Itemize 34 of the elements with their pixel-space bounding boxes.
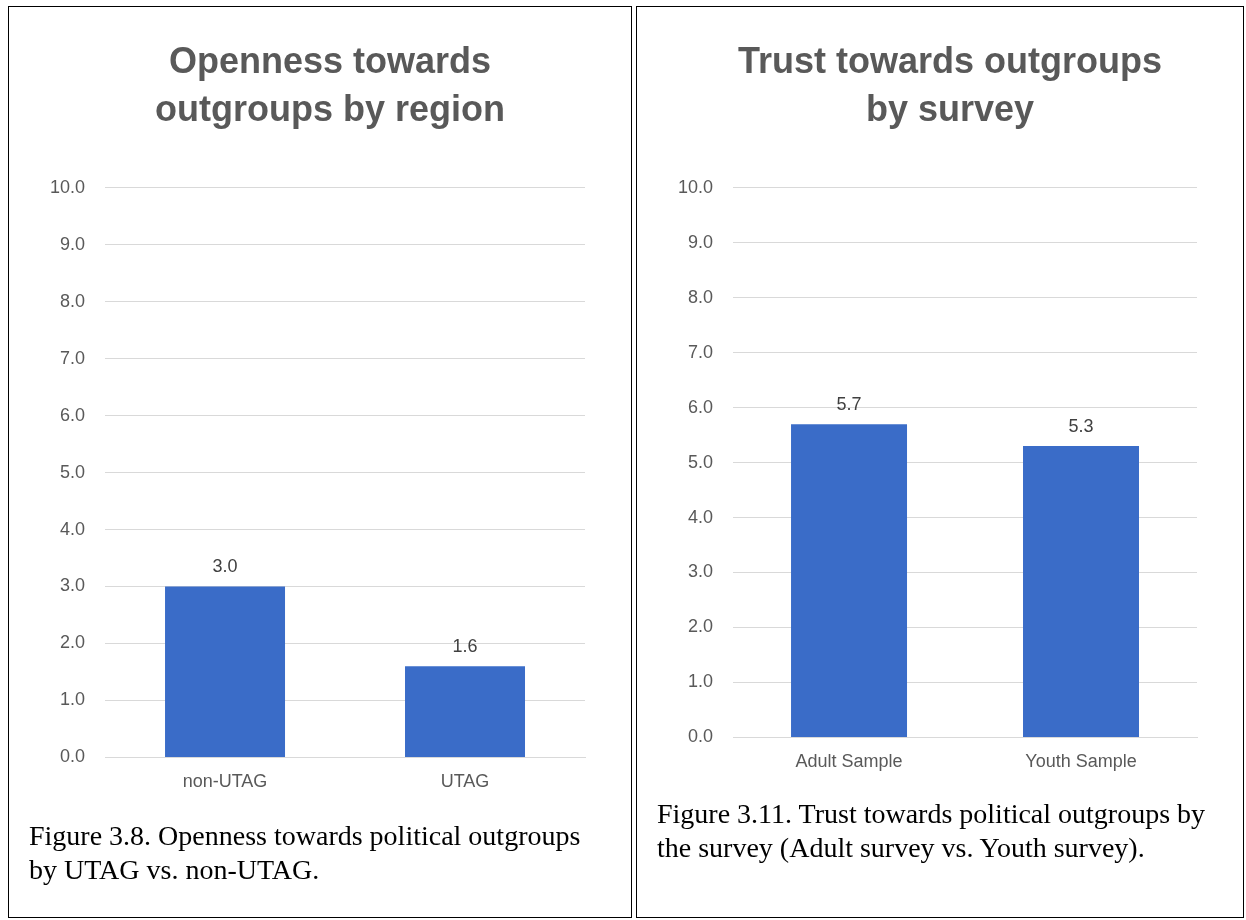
- y-tick-label: 3.0: [688, 561, 714, 582]
- y-tick-label: 0.0: [688, 726, 714, 747]
- y-tick-label: 6.0: [688, 396, 714, 417]
- y-tick-label: 2.0: [688, 616, 714, 637]
- y-tick-label: 1.0: [688, 671, 714, 692]
- y-tick-label: 4.0: [688, 506, 714, 527]
- y-tick-label: 10.0: [49, 176, 86, 197]
- y-tick-label: 5.0: [60, 461, 86, 482]
- x-tick-label: Adult Sample: [795, 751, 903, 772]
- y-tick-label: 4.0: [60, 518, 86, 539]
- y-tick-label: 3.0: [60, 575, 86, 596]
- y-tick-label: 0.0: [60, 746, 86, 767]
- caption: Figure 3.11. Trust towards political outgroups by the survey (Adult survey vs. Youth survey).: [657, 797, 1207, 865]
- data-label: 3.0: [212, 556, 238, 577]
- x-tick-label: Youth Sample: [1025, 751, 1137, 772]
- y-tick-label: 8.0: [688, 286, 714, 307]
- y-tick-label: 5.0: [688, 451, 714, 472]
- data-label: 5.7: [836, 394, 862, 415]
- y-tick-label: 2.0: [60, 632, 86, 653]
- chart-title: Trust towards outgroups by survey: [737, 39, 1163, 131]
- y-tick-label: 1.0: [60, 689, 86, 710]
- y-tick-label: 9.0: [688, 231, 714, 252]
- x-tick-label: UTAG: [440, 771, 490, 792]
- y-tick-label: 6.0: [60, 404, 86, 425]
- y-tick-label: 9.0: [60, 233, 86, 254]
- y-tick-label: 8.0: [60, 290, 86, 311]
- data-label: 5.3: [1068, 416, 1094, 437]
- y-tick-label: 7.0: [688, 341, 714, 362]
- data-label: 1.6: [452, 636, 478, 657]
- x-tick-label: non-UTAG: [182, 771, 268, 792]
- y-tick-label: 7.0: [60, 347, 86, 368]
- y-tick-label: 10.0: [677, 176, 714, 197]
- chart-title: Openness towards outgroups by region: [154, 39, 506, 131]
- caption: Figure 3.8. Openness towards political outgroups by UTAG vs. non-UTAG.: [29, 819, 582, 887]
